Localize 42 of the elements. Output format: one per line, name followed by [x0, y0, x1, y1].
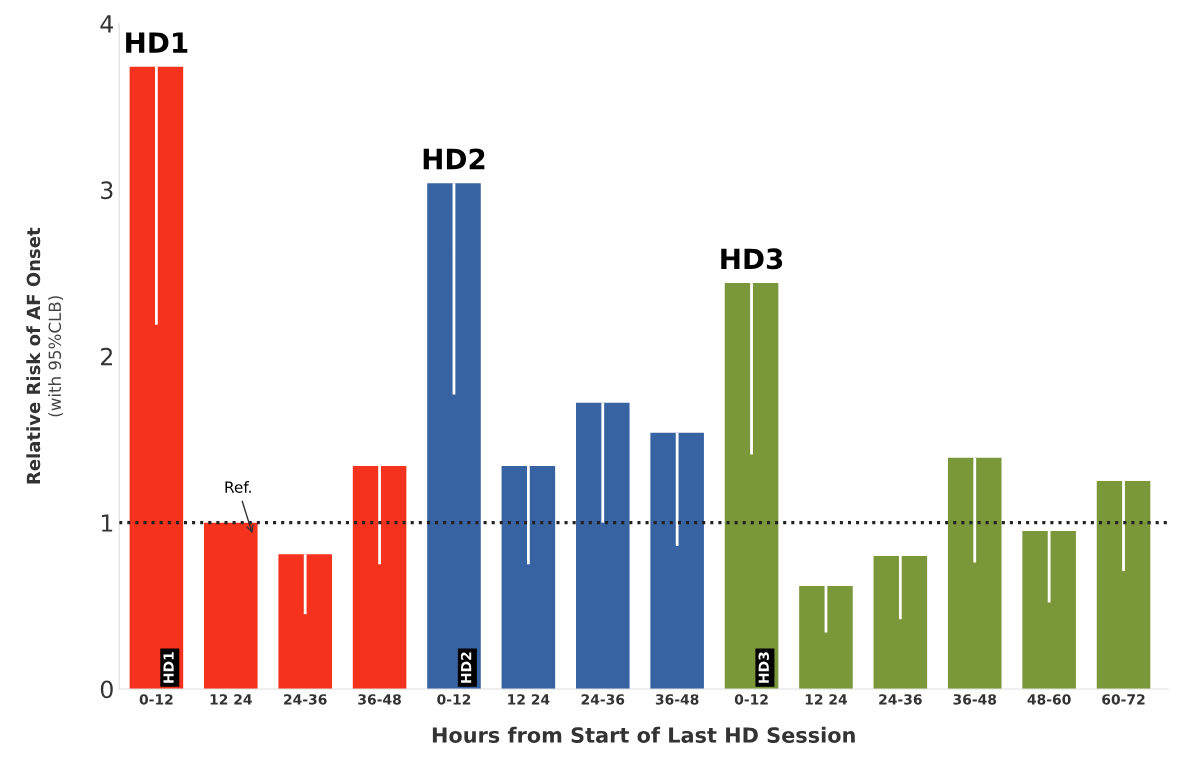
y-tick-label: 0: [100, 680, 113, 699]
y-tick-label: 1: [101, 514, 113, 532]
bar: [947, 457, 1002, 690]
bar: [1022, 530, 1076, 690]
x-tick-label: 12 24: [805, 694, 848, 705]
y-tick-label: 2: [101, 347, 112, 366]
y-tick-label: 3: [101, 181, 113, 200]
text: HD3: [721, 248, 783, 270]
x-tick-label: 12 24: [210, 694, 252, 705]
annotation: Ref.: [225, 481, 251, 493]
x-tick-label: 0-12: [734, 694, 768, 705]
series-label: HD2: [460, 652, 472, 683]
x-tick-label: 60-72: [1102, 694, 1145, 705]
bar: [501, 466, 556, 690]
x-tick-label: 24-36: [581, 694, 625, 705]
bar: [427, 183, 481, 690]
bar: [575, 402, 630, 690]
x-tick-label: 36-48: [953, 694, 997, 705]
bar: [204, 522, 258, 690]
bar: [799, 585, 853, 690]
series-label: HD1: [163, 652, 174, 683]
x-tick-label: 36-48: [655, 694, 699, 705]
x-tick-label: 36-48: [358, 694, 401, 705]
x-tick-label: 24-36: [879, 694, 922, 705]
bar: [873, 555, 928, 690]
text: HD2: [423, 148, 485, 170]
y-tick-label: 4: [100, 15, 114, 33]
bar: [1096, 481, 1151, 690]
x-tick-label: 48-60: [1027, 694, 1071, 705]
bar: [129, 66, 184, 690]
bar: [278, 554, 332, 690]
x-tick-label: 0-12: [139, 694, 173, 705]
series-label: HD3: [758, 652, 769, 683]
y-axis-title: Relative Risk of AF Onset (with 95%CLB): [26, 227, 64, 484]
text: HD1: [126, 32, 188, 53]
bar: [352, 466, 407, 690]
bar: [724, 283, 779, 690]
x-tick-label: 12 24: [508, 694, 550, 705]
x-axis-title: Hours from Start of Last HD Session: [432, 726, 855, 743]
bar: [650, 432, 704, 690]
x-tick-label: 24-36: [284, 694, 327, 705]
x-tick-label: 0-12: [437, 694, 471, 705]
